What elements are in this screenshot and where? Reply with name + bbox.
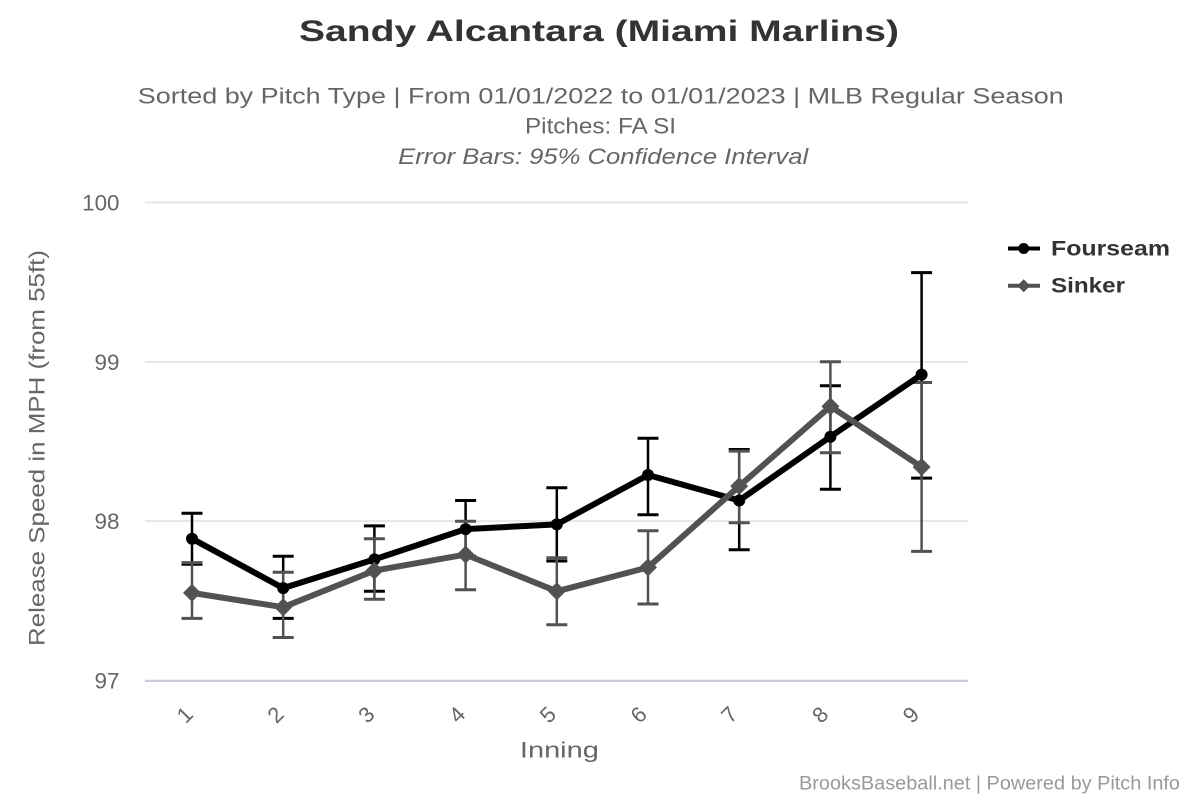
svg-text:Sinker: Sinker [1051, 275, 1125, 298]
svg-text:Pitches: FA SI: Pitches: FA SI [525, 114, 676, 139]
svg-text:Sandy Alcantara (Miami Marlins: Sandy Alcantara (Miami Marlins) [299, 15, 899, 48]
svg-text:BrooksBaseball.net | Powered b: BrooksBaseball.net | Powered by Pitch In… [799, 774, 1180, 795]
svg-text:Sorted by Pitch Type | From 01: Sorted by Pitch Type | From 01/01/2022 t… [138, 84, 1064, 109]
svg-text:Fourseam: Fourseam [1051, 238, 1170, 261]
svg-text:97: 97 [95, 669, 120, 694]
svg-text:99: 99 [95, 350, 120, 375]
svg-text:98: 98 [95, 509, 120, 534]
svg-text:Release Speed in MPH (from 55f: Release Speed in MPH (from 55ft) [25, 250, 50, 646]
svg-text:Error Bars: 95% Confidence Int: Error Bars: 95% Confidence Interval [398, 144, 809, 169]
svg-text:100: 100 [82, 191, 119, 216]
svg-text:Inning: Inning [520, 738, 599, 763]
